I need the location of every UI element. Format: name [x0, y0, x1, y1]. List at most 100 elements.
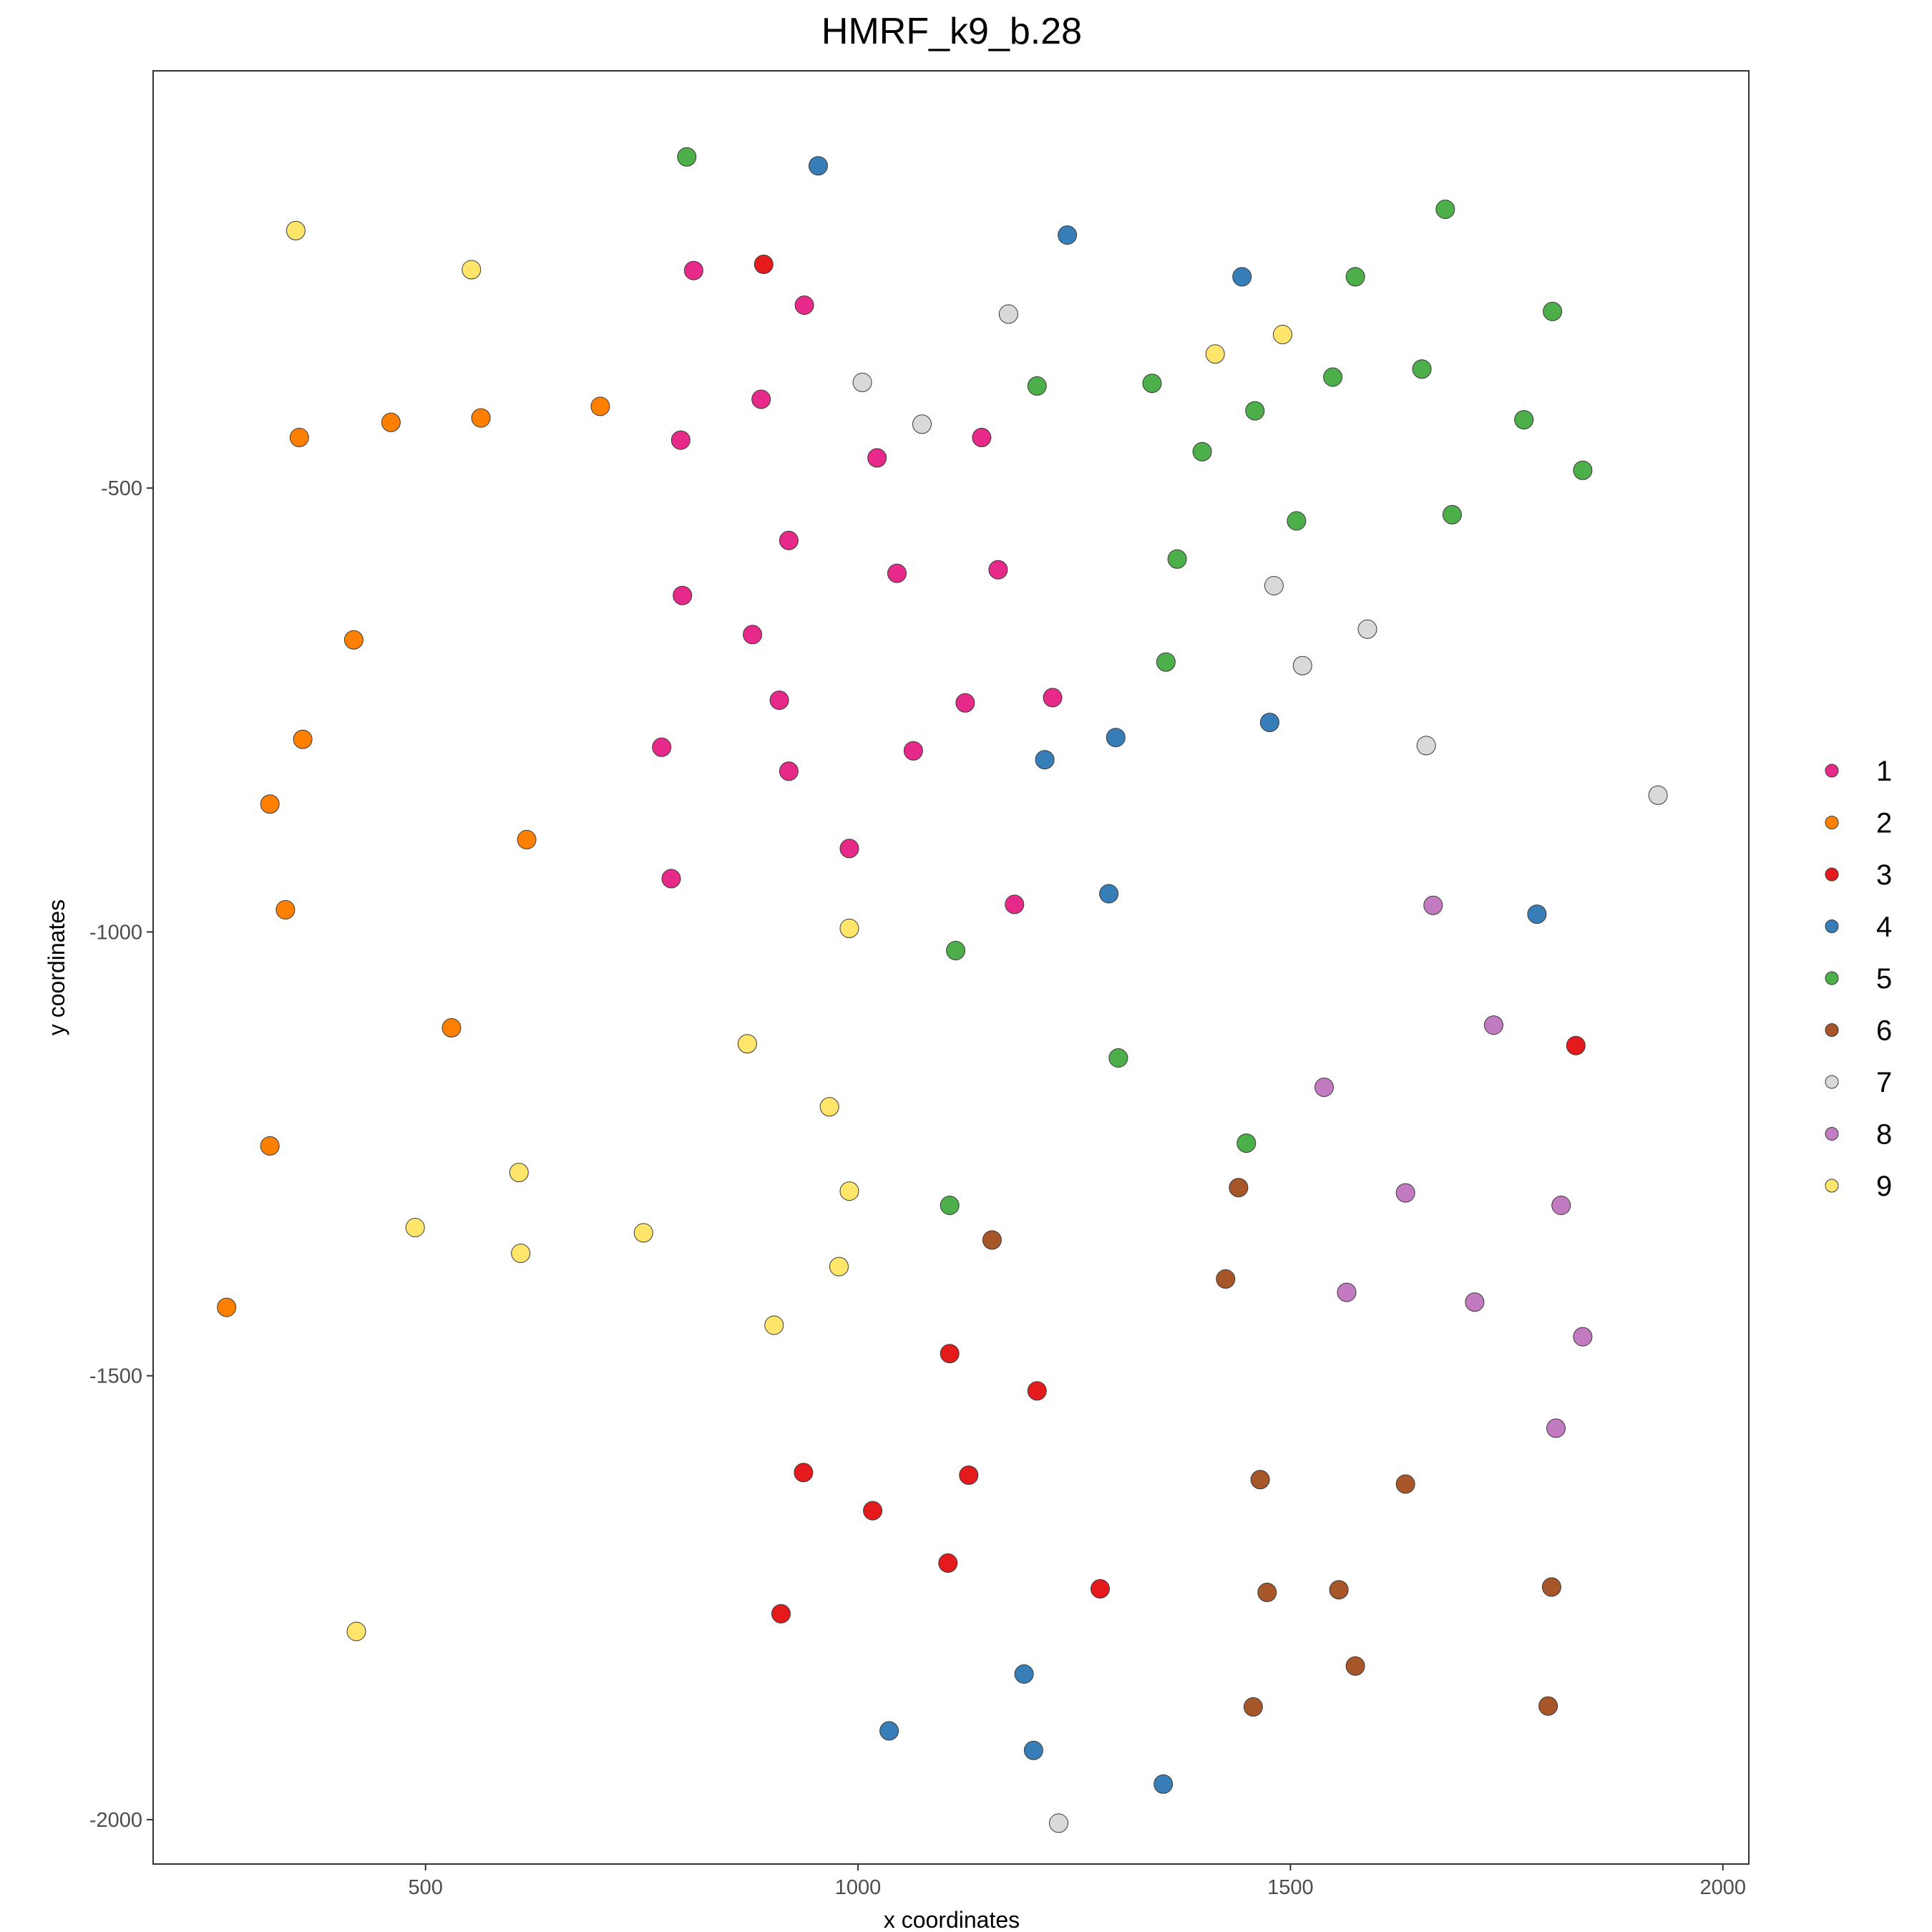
data-point-cluster-7 [852, 372, 872, 392]
data-point-cluster-1 [779, 530, 799, 550]
data-point-cluster-7 [912, 414, 932, 434]
data-point-cluster-2 [260, 794, 280, 814]
data-point-cluster-9 [509, 1163, 529, 1183]
data-point-cluster-1 [972, 427, 992, 447]
data-point-cluster-4 [1232, 267, 1252, 287]
data-point-cluster-4 [1106, 728, 1126, 748]
data-point-cluster-9 [633, 1223, 653, 1243]
data-point-cluster-9 [346, 1621, 366, 1641]
y-tick-label: -1500 [89, 1365, 142, 1388]
data-point-cluster-5 [1167, 549, 1187, 569]
data-point-cluster-7 [1648, 785, 1668, 805]
data-point-cluster-8 [1551, 1196, 1571, 1215]
data-point-cluster-6 [1257, 1582, 1277, 1602]
data-point-cluster-8 [1337, 1282, 1357, 1302]
y-tick-label: -2000 [89, 1809, 142, 1832]
data-point-cluster-6 [1541, 1577, 1561, 1597]
data-point-cluster-6 [1329, 1580, 1349, 1600]
data-point-cluster-6 [1395, 1474, 1415, 1494]
data-point-cluster-8 [1314, 1078, 1334, 1097]
data-point-cluster-9 [405, 1218, 425, 1237]
data-point-cluster-5 [1287, 511, 1307, 531]
data-point-cluster-9 [839, 1181, 859, 1201]
data-point-cluster-1 [1005, 894, 1025, 914]
data-point-cluster-4 [1058, 225, 1078, 245]
legend-key-5 [1825, 971, 1839, 985]
data-point-cluster-5 [1027, 376, 1047, 396]
y-axis-title: y coordinates [44, 899, 69, 1035]
data-point-cluster-1 [683, 260, 703, 280]
legend-label: 6 [1876, 1015, 1892, 1047]
data-point-cluster-1 [652, 737, 672, 757]
data-point-cluster-1 [1043, 688, 1063, 708]
data-point-cluster-3 [938, 1553, 958, 1573]
data-point-cluster-5 [1323, 367, 1343, 387]
plot-panel [152, 70, 1750, 1865]
data-point-cluster-2 [517, 829, 537, 849]
y-tick-label: -500 [101, 477, 142, 500]
data-point-cluster-7 [1049, 1813, 1068, 1833]
data-point-cluster-9 [839, 918, 859, 938]
y-axis-ticks: -500 -1000 -1500 -2000 [89, 477, 153, 1832]
data-point-cluster-5 [1412, 359, 1432, 379]
data-point-cluster-4 [1099, 884, 1119, 904]
data-point-cluster-6 [1345, 1656, 1365, 1676]
data-point-cluster-5 [1514, 410, 1534, 430]
legend-key-3 [1825, 867, 1839, 882]
legend-label: 1 [1876, 756, 1892, 787]
legend-key-4 [1825, 919, 1839, 933]
data-point-cluster-1 [661, 869, 681, 889]
data-point-cluster-8 [1423, 895, 1443, 915]
data-point-cluster-1 [673, 585, 693, 605]
data-point-cluster-3 [1091, 1579, 1110, 1599]
data-point-cluster-4 [1153, 1774, 1174, 1794]
legend-label: 5 [1876, 963, 1892, 995]
data-point-cluster-2 [260, 1136, 280, 1156]
data-point-cluster-5 [1573, 460, 1593, 480]
data-point-cluster-1 [839, 839, 859, 859]
data-point-cluster-8 [1395, 1183, 1415, 1203]
data-point-cluster-7 [1357, 619, 1377, 639]
x-tick-label: 1000 [835, 1876, 882, 1899]
data-point-cluster-5 [1108, 1048, 1128, 1068]
data-point-cluster-7 [1416, 736, 1436, 756]
data-point-cluster-2 [590, 396, 610, 416]
legend-label: 7 [1876, 1067, 1892, 1098]
x-axis-title: x coordinates [884, 1907, 1020, 1932]
data-point-cluster-5 [1345, 267, 1365, 287]
legend-label: 8 [1876, 1119, 1892, 1151]
data-point-cluster-1 [794, 296, 814, 315]
data-point-cluster-1 [867, 448, 887, 468]
data-point-cluster-6 [1250, 1470, 1270, 1490]
legend-label: 3 [1876, 859, 1892, 891]
data-point-cluster-2 [289, 427, 309, 447]
legend-label: 9 [1876, 1171, 1892, 1202]
x-tick-label: 1500 [1267, 1876, 1314, 1899]
data-point-cluster-9 [764, 1315, 784, 1335]
data-point-cluster-9 [511, 1244, 531, 1263]
x-axis-ticks: 500 1000 1500 2000 [409, 1864, 1746, 1899]
data-point-cluster-6 [1216, 1269, 1236, 1289]
data-point-cluster-1 [670, 430, 691, 450]
x-tick-label: 500 [409, 1876, 443, 1899]
data-point-cluster-4 [1259, 713, 1279, 733]
data-point-cluster-1 [988, 560, 1008, 580]
y-tick-label: -1000 [89, 921, 142, 944]
chart-title: HMRF_k9_b.28 [821, 11, 1082, 52]
data-point-cluster-6 [1243, 1697, 1263, 1717]
data-point-cluster-4 [1527, 904, 1547, 924]
data-point-cluster-5 [1142, 374, 1162, 394]
data-point-cluster-4 [1014, 1664, 1034, 1684]
legend-label: 4 [1876, 912, 1892, 943]
data-point-cluster-2 [293, 729, 313, 749]
data-point-cluster-5 [677, 147, 697, 167]
data-point-cluster-9 [829, 1257, 849, 1277]
data-point-cluster-5 [1192, 441, 1212, 462]
data-point-cluster-6 [1229, 1178, 1249, 1198]
data-point-cluster-5 [946, 940, 966, 960]
data-points [217, 147, 1668, 1833]
data-point-cluster-9 [819, 1097, 839, 1117]
data-point-cluster-7 [1292, 655, 1312, 675]
data-point-cluster-3 [940, 1344, 960, 1364]
data-point-cluster-1 [769, 691, 789, 711]
